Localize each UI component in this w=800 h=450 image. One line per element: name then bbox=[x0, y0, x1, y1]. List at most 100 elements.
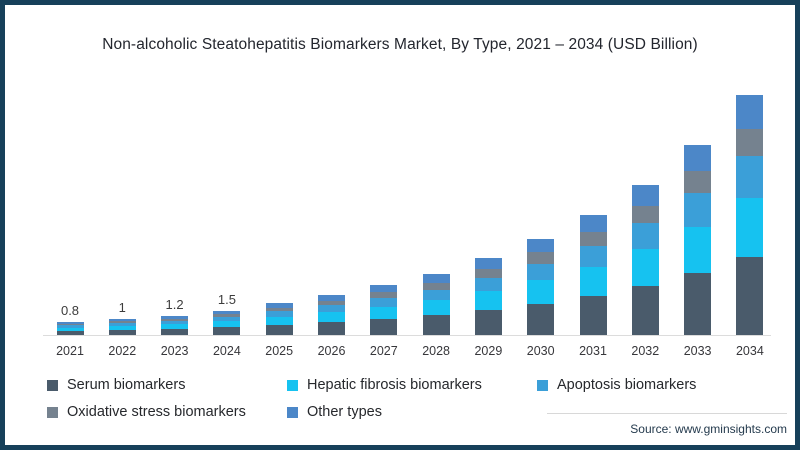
legend-item-other-types: Other types bbox=[287, 401, 493, 423]
x-tick-2025: 2025 bbox=[265, 344, 294, 358]
bar-segment-other-types bbox=[108, 319, 136, 322]
bar-segment-oxidative-stress-biomarkers bbox=[736, 128, 764, 157]
bar-segment-oxidative-stress-biomarkers bbox=[527, 252, 555, 264]
bar-segment-apoptosis-biomarkers bbox=[474, 277, 502, 292]
bar-segment-oxidative-stress-biomarkers bbox=[370, 292, 398, 299]
bar-segment-apoptosis-biomarkers bbox=[161, 320, 189, 325]
bar-segment-other-types bbox=[527, 239, 555, 253]
bar-segment-serum-biomarkers bbox=[370, 318, 398, 335]
bar-segment-serum-biomarkers bbox=[108, 330, 136, 335]
bar-2027 bbox=[370, 285, 398, 335]
bar-total-label-2024: 1.5 bbox=[217, 292, 236, 308]
legend-item-hepatic-fibrosis-biomarkers: Hepatic fibrosis biomarkers bbox=[287, 374, 537, 396]
x-tick-2026: 2026 bbox=[317, 344, 346, 358]
legend: Serum biomarkers Hepatic fibrosis biomark… bbox=[47, 374, 763, 423]
bar-2025 bbox=[265, 303, 293, 335]
source-strip: Source: www.gminsights.com bbox=[547, 413, 787, 438]
bar-segment-serum-biomarkers bbox=[422, 315, 450, 335]
x-tick-2031: 2031 bbox=[579, 344, 607, 358]
bar-segment-hepatic-fibrosis-biomarkers bbox=[527, 280, 555, 304]
bar-segment-hepatic-fibrosis-biomarkers bbox=[579, 266, 607, 296]
bar-2032 bbox=[631, 184, 659, 335]
bar-segment-other-types bbox=[684, 144, 712, 172]
bar-2033 bbox=[684, 144, 712, 335]
x-tick-2028: 2028 bbox=[422, 344, 450, 358]
bar-segment-hepatic-fibrosis-biomarkers bbox=[318, 312, 345, 323]
bar-segment-oxidative-stress-biomarkers bbox=[265, 307, 293, 312]
bar-2022: 1 bbox=[108, 300, 136, 335]
legend-swatch-other-types bbox=[287, 406, 298, 418]
legend-label-oxidative-stress-biomarkers: Oxidative stress biomarkers bbox=[67, 404, 246, 420]
bar-segment-hepatic-fibrosis-biomarkers bbox=[213, 321, 241, 328]
bar-segment-oxidative-stress-biomarkers bbox=[684, 171, 712, 194]
bar-segment-serum-biomarkers bbox=[318, 322, 345, 335]
bar-segment-other-types bbox=[474, 258, 502, 269]
bar-segment-oxidative-stress-biomarkers bbox=[631, 205, 659, 224]
legend-item-apoptosis-biomarkers: Apoptosis biomarkers bbox=[537, 374, 743, 396]
bar-segment-oxidative-stress-biomarkers bbox=[108, 321, 136, 324]
x-tick-2021: 2021 bbox=[56, 344, 84, 358]
bar-2028 bbox=[422, 274, 450, 335]
bar-2023: 1.2 bbox=[161, 297, 189, 335]
legend-label-hepatic-fibrosis-biomarkers: Hepatic fibrosis biomarkers bbox=[307, 377, 482, 393]
legend-label-serum-biomarkers: Serum biomarkers bbox=[67, 377, 186, 393]
bar-segment-serum-biomarkers bbox=[474, 310, 502, 335]
bar-segment-apoptosis-biomarkers bbox=[579, 245, 607, 267]
bar-segment-apoptosis-biomarkers bbox=[684, 193, 712, 227]
bar-segment-oxidative-stress-biomarkers bbox=[422, 282, 450, 290]
legend-swatch-hepatic-fibrosis-biomarkers bbox=[287, 379, 298, 391]
bar-total-label-2023: 1.2 bbox=[165, 296, 184, 312]
bar-segment-oxidative-stress-biomarkers bbox=[161, 318, 189, 321]
bar-total-label-2021: 0.8 bbox=[60, 303, 80, 319]
bar-segment-oxidative-stress-biomarkers bbox=[213, 314, 241, 318]
legend-label-other-types: Other types bbox=[307, 404, 382, 420]
bar-segment-apoptosis-biomarkers bbox=[370, 298, 398, 307]
bar-segment-oxidative-stress-biomarkers bbox=[579, 231, 607, 246]
bar-segment-hepatic-fibrosis-biomarkers bbox=[631, 249, 659, 287]
legend-swatch-oxidative-stress-biomarkers bbox=[47, 406, 58, 418]
bar-segment-serum-biomarkers bbox=[631, 286, 659, 335]
bar-segment-hepatic-fibrosis-biomarkers bbox=[265, 316, 293, 325]
legend-label-apoptosis-biomarkers: Apoptosis biomarkers bbox=[557, 377, 697, 393]
bar-segment-serum-biomarkers bbox=[161, 328, 189, 335]
bar-segment-apoptosis-biomarkers bbox=[631, 223, 659, 250]
bar-segment-apoptosis-biomarkers bbox=[213, 317, 241, 322]
bar-2026 bbox=[318, 295, 345, 335]
bar-2024: 1.5 bbox=[213, 292, 241, 335]
bar-segment-hepatic-fibrosis-biomarkers bbox=[161, 324, 189, 329]
plot-area: 0.8 2021 1 2022 1.2 2023 1.5 2024 2025 2026 2027 20… bbox=[43, 90, 771, 358]
bar-segment-other-types bbox=[318, 295, 345, 301]
bar-2021: 0.8 bbox=[56, 303, 84, 335]
bar-segment-serum-biomarkers bbox=[684, 273, 712, 335]
bar-segment-hepatic-fibrosis-biomarkers bbox=[56, 327, 84, 331]
bar-segment-apoptosis-biomarkers bbox=[527, 263, 555, 281]
x-tick-2029: 2029 bbox=[474, 344, 503, 358]
x-tick-2030: 2030 bbox=[526, 344, 555, 358]
bar-segment-other-types bbox=[736, 95, 764, 129]
legend-swatch-apoptosis-biomarkers bbox=[537, 379, 548, 391]
x-tick-2027: 2027 bbox=[369, 344, 398, 358]
bar-segment-other-types bbox=[579, 215, 607, 232]
bar-segment-apoptosis-biomarkers bbox=[736, 156, 764, 199]
bar-segment-apoptosis-biomarkers bbox=[108, 323, 136, 327]
bar-segment-serum-biomarkers bbox=[736, 257, 764, 335]
bar-segment-hepatic-fibrosis-biomarkers bbox=[474, 291, 502, 311]
legend-item-serum-biomarkers: Serum biomarkers bbox=[47, 374, 287, 396]
bar-segment-oxidative-stress-biomarkers bbox=[318, 300, 345, 306]
bar-2029 bbox=[474, 258, 502, 335]
bar-segment-hepatic-fibrosis-biomarkers bbox=[370, 306, 398, 319]
bar-segment-serum-biomarkers bbox=[579, 295, 607, 335]
bar-total-label-2022: 1 bbox=[118, 300, 126, 316]
bar-segment-serum-biomarkers bbox=[213, 327, 241, 335]
bar-2030 bbox=[527, 239, 555, 335]
x-tick-2023: 2023 bbox=[160, 344, 189, 358]
bar-segment-hepatic-fibrosis-biomarkers bbox=[108, 326, 136, 331]
bar-segment-other-types bbox=[370, 285, 398, 293]
x-tick-2022: 2022 bbox=[108, 344, 137, 358]
bar-segment-serum-biomarkers bbox=[56, 330, 84, 335]
bar-segment-other-types bbox=[56, 322, 84, 324]
bar-segment-apoptosis-biomarkers bbox=[318, 305, 345, 313]
source-text: Source: www.gminsights.com bbox=[630, 422, 787, 436]
x-tick-2032: 2032 bbox=[631, 344, 660, 358]
